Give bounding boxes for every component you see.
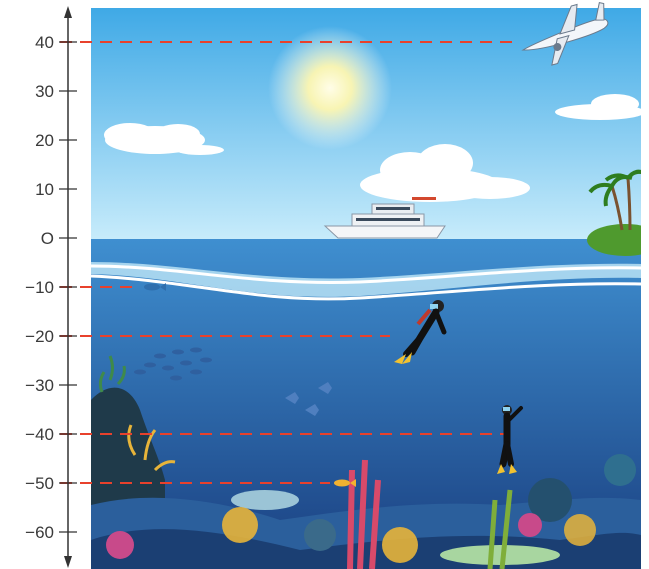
marker-lines: [60, 41, 515, 484]
axis-arrow-up-icon: [64, 6, 72, 18]
ticks: 40 30 20 10 O −10 −20 −30 −40 −50 −60: [25, 33, 77, 542]
tick-label: 40: [35, 33, 54, 52]
tick-label: −30: [25, 376, 54, 395]
tick-label: 10: [35, 180, 54, 199]
cloud-icon: [555, 94, 641, 120]
axis-arrow-down-icon: [64, 556, 72, 568]
cloud-icon: [104, 123, 224, 155]
marker-objects: [144, 2, 609, 487]
tick-label: −40: [25, 425, 54, 444]
tick-label: O: [41, 229, 54, 248]
cloud-icon: [360, 144, 530, 202]
fish-icon: [334, 479, 356, 487]
airplane-icon: [521, 2, 609, 66]
yacht-icon: [323, 197, 446, 239]
waves: [91, 262, 641, 301]
tick-label: 20: [35, 131, 54, 150]
angelfish-icon: [285, 382, 332, 416]
tick-label: 30: [35, 82, 54, 101]
tick-label: −10: [25, 278, 54, 297]
number-line: 40 30 20 10 O −10 −20 −30 −40 −50 −60: [25, 6, 77, 568]
tick-label: −50: [25, 474, 54, 493]
diver-icon: [394, 300, 447, 364]
scene-background: [91, 8, 641, 569]
sun-icon: [268, 26, 392, 150]
fish-school: [134, 347, 212, 381]
fish-icon: [144, 283, 166, 291]
island-icon: [587, 169, 641, 256]
tick-label: −20: [25, 327, 54, 346]
tick-label: −60: [25, 523, 54, 542]
diver-icon: [497, 405, 523, 474]
reef-bottom: [91, 454, 641, 569]
